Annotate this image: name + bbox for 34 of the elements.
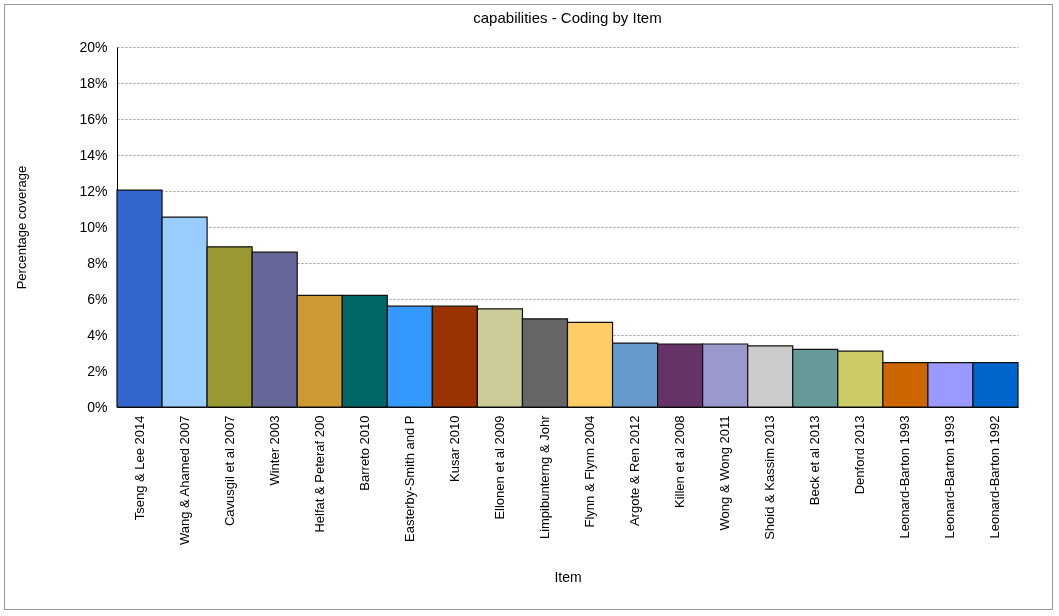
x-tick-label: Limpibunterng & Johr [536,414,552,540]
y-tick-label: 4% [87,326,108,343]
x-axis-title: Item [554,568,582,585]
x-tick-label: Beck et al 2013 [807,415,823,506]
x-tick-label: Winter 2003 [266,415,282,486]
x-tick-label: Denford 2013 [852,415,868,495]
x-tick-label: Leonard-Barton 1993 [897,415,913,539]
y-tick-label: 12% [79,182,108,199]
x-tick-label: Killen et al 2008 [672,415,688,509]
y-axis-title: Percentage coverage [14,165,30,290]
x-tick-label: Wong & Wong 2011 [717,415,733,531]
x-tick-label: Ellonen et al 2009 [491,415,507,520]
x-tick-label: Shoid & Kassim 2013 [762,415,778,540]
x-tick-label: Kusar 2010 [446,415,462,482]
y-tick-label: 16% [79,110,108,127]
x-tick-label: Leonard-Barton 1993 [942,415,958,539]
y-tick-label: 18% [79,74,108,91]
x-tick-label: Easterby-Smith and P [401,415,417,542]
y-tick-label: 14% [79,146,108,163]
y-tick-label: 8% [87,254,108,271]
y-tick-label: 0% [87,398,108,415]
chart-title: capabilities - Coding by Item [473,9,662,26]
x-tick-label: Cavusgil et al 2007 [221,415,237,527]
x-tick-label: Argote & Ren 2012 [627,415,643,527]
x-tick-label: Tseng & Lee 2014 [131,415,147,521]
y-tick-label: 10% [79,218,108,235]
y-tick-label: 6% [87,290,108,307]
x-tick-label: Leonard-Barton 1992 [987,415,1003,539]
y-tick-label: 20% [79,38,108,55]
x-tick-label: Wang & Ahamed 2007 [176,415,192,546]
x-tick-label: Barreto 2010 [356,415,372,491]
x-tick-label: Helfat & Peteraf 200 [311,415,327,533]
y-tick-label: 2% [87,362,108,379]
x-tick-label: Flynn & Flynn 2004 [582,415,598,528]
